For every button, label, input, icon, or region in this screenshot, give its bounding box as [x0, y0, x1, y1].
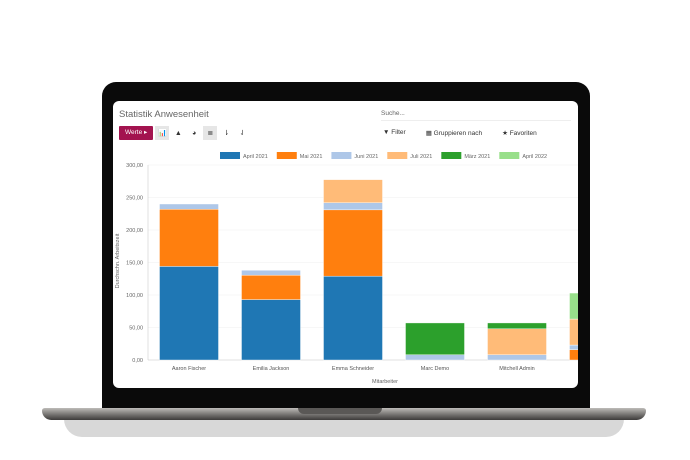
bar-segment[interactable] — [323, 275, 383, 361]
y-tick-label: 150,00 — [126, 261, 143, 267]
x-tick-label: Mitchell Admin — [499, 366, 534, 372]
legend-swatch[interactable] — [441, 152, 462, 159]
bar-segment[interactable] — [241, 274, 301, 300]
bar-segment[interactable] — [323, 209, 383, 277]
group-by-button[interactable]: ▦ Gruppieren nach — [425, 130, 483, 137]
favorites-button[interactable]: ★ Favoriten — [502, 130, 537, 137]
bar-segment[interactable] — [405, 322, 465, 355]
search-input[interactable]: Suche... — [381, 110, 571, 121]
x-tick-label: Emilia Jackson — [253, 366, 290, 372]
legend-label[interactable]: April 2022 — [522, 154, 547, 160]
y-tick-label: 0,00 — [132, 358, 143, 364]
bar-segment[interactable] — [569, 349, 579, 361]
bar-segment[interactable] — [569, 292, 579, 320]
y-tick-label: 200,00 — [126, 228, 143, 234]
page-title: Statistik Anwesenheit — [119, 109, 209, 120]
bar-segment[interactable] — [159, 266, 219, 361]
line-chart-icon[interactable]: ▲ — [174, 129, 182, 137]
bar-segment[interactable] — [159, 208, 219, 267]
bar-chart: 0,00 50,00 100,00 150,00 200,00 250,00 300,00 D… — [115, 152, 579, 385]
x-tick-label: Aaron Fischer — [172, 366, 206, 372]
sort-ascending-icon[interactable]: ⇃ — [239, 130, 246, 137]
legend-label[interactable]: Mai 2021 — [300, 154, 323, 160]
bar-segment[interactable] — [241, 270, 301, 276]
y-tick-label: 50,00 — [129, 326, 143, 332]
laptop-base — [42, 408, 646, 420]
bar-segment[interactable] — [487, 322, 547, 329]
legend-swatch[interactable] — [331, 152, 352, 159]
bar-segment[interactable] — [569, 318, 579, 346]
y-tick-label: 250,00 — [126, 196, 143, 202]
x-tick-label: Marc Demo — [421, 366, 449, 372]
y-tick-label: 300,00 — [126, 163, 143, 169]
legend-label[interactable]: Juli 2021 — [410, 154, 432, 160]
legend-swatch[interactable] — [387, 152, 408, 159]
laptop-shadow — [64, 419, 624, 437]
screen: Statistik Anwesenheit Suche... Werte ▸ 📊… — [113, 101, 578, 388]
y-tick-label: 100,00 — [126, 293, 143, 299]
bar-segment[interactable] — [323, 202, 383, 211]
x-axis-label: Mitarbeiter — [372, 379, 398, 385]
y-axis-label: Durchschn. Arbeitszeit — [115, 233, 121, 288]
bar-segment[interactable] — [487, 328, 547, 356]
laptop-notch — [298, 408, 382, 414]
bar-segment[interactable] — [487, 354, 547, 361]
bar-segment[interactable] — [405, 354, 465, 361]
stack-icon[interactable]: ≣ — [203, 126, 218, 140]
bar-segment[interactable] — [241, 299, 301, 361]
legend-label[interactable]: März 2021 — [464, 154, 490, 160]
legend-swatch[interactable] — [220, 152, 240, 159]
filter-button[interactable]: ▼ Filter — [383, 129, 406, 136]
legend-label[interactable]: April 2021 — [243, 154, 268, 160]
bar-segment[interactable] — [323, 179, 383, 203]
bar-segment[interactable] — [159, 203, 219, 210]
legend-swatch[interactable] — [276, 152, 297, 159]
bar-segment[interactable] — [569, 344, 579, 350]
view-toolbar: Werte ▸ 📊 ▲ ◕ ≣ ⇂ ⇃ — [119, 126, 249, 140]
measures-button[interactable]: Werte ▸ — [119, 126, 154, 140]
sort-descending-icon[interactable]: ⇂ — [223, 130, 230, 137]
x-tick-label: Emma Schneider — [332, 366, 374, 372]
pie-chart-icon[interactable]: ◕ — [192, 129, 197, 137]
bar-chart-icon[interactable]: 📊 — [155, 126, 170, 140]
legend-swatch[interactable] — [499, 152, 520, 159]
legend-label[interactable]: Juni 2021 — [354, 154, 378, 160]
